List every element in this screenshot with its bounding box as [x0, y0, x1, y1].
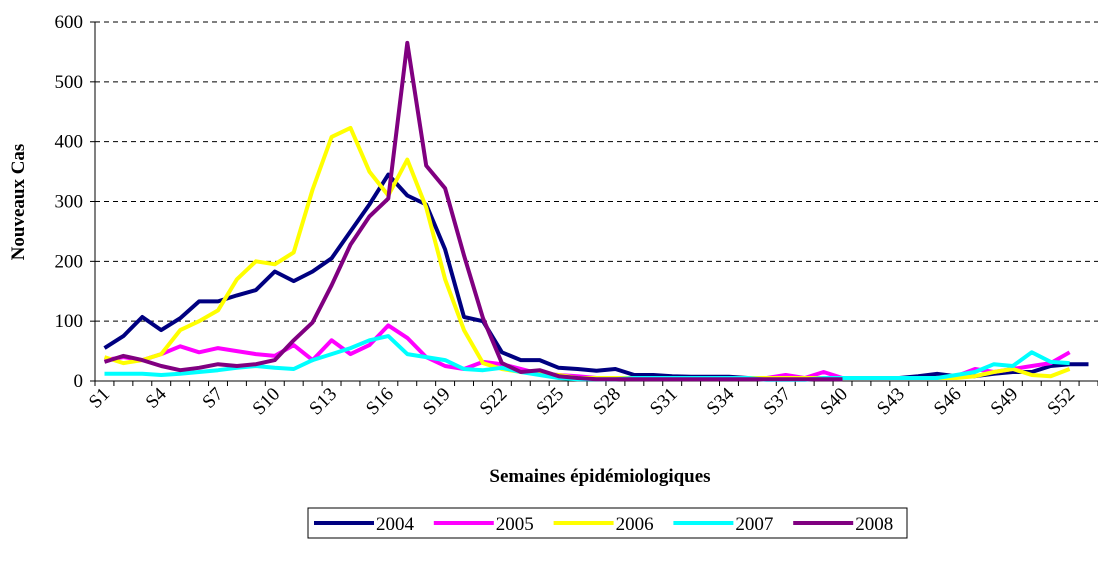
x-tick-label: S40 [816, 384, 852, 420]
legend-label: 2005 [496, 514, 534, 535]
x-tick-label: S1 [85, 384, 114, 413]
x-tick-label: S46 [930, 384, 966, 420]
y-tick-label: 200 [55, 251, 84, 272]
x-tick-label: S19 [419, 384, 455, 420]
legend-label: 2006 [616, 514, 654, 535]
x-tick-label: S10 [249, 384, 285, 420]
y-tick-label: 100 [55, 311, 84, 332]
x-tick-label: S52 [1043, 384, 1079, 420]
legend-label: 2008 [855, 514, 893, 535]
y-tick-label: 300 [55, 192, 84, 213]
x-tick-label: S34 [703, 383, 739, 419]
legend-label: 2007 [735, 514, 773, 535]
x-tick-label: S4 [142, 383, 171, 412]
x-tick-label: S37 [760, 384, 796, 420]
x-tick-label: S7 [198, 384, 227, 413]
y-tick-label: 0 [74, 371, 84, 392]
y-tick-label: 500 [55, 72, 84, 93]
series-line [103, 40, 843, 382]
y-tick-label: 400 [55, 132, 84, 153]
legend-label: 2004 [376, 514, 415, 535]
x-tick-label: S22 [476, 384, 512, 420]
x-tick-label: S31 [646, 384, 682, 420]
x-tick-label: S13 [305, 384, 341, 420]
x-axis-title: Semaines épidémiologiques [489, 466, 710, 487]
y-tick-label: 600 [55, 12, 84, 33]
y-axis-title: Nouveaux Cas [8, 144, 29, 261]
series-line [104, 334, 1070, 382]
series-line [103, 172, 1089, 380]
x-tick-label: S16 [362, 384, 398, 420]
x-tick-label: S43 [873, 384, 909, 420]
x-tick-label: S25 [532, 384, 568, 420]
series-line [103, 125, 1071, 380]
x-tick-label: S49 [987, 384, 1023, 420]
x-tick-label: S28 [589, 384, 625, 420]
